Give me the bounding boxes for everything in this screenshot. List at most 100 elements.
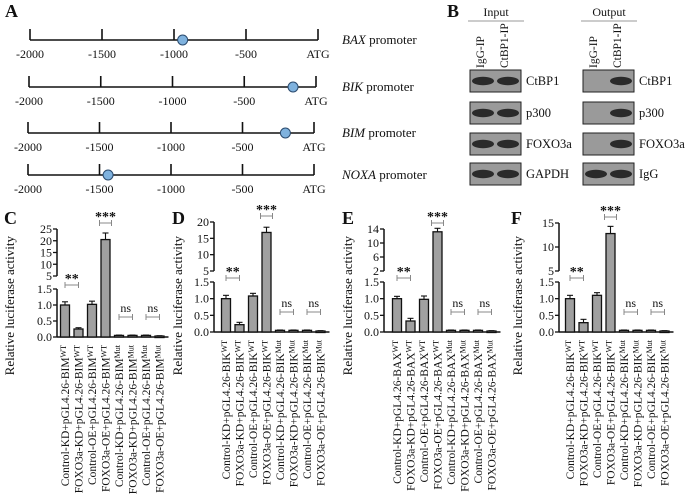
bar: [247, 295, 259, 333]
binding-site-icon: [287, 81, 299, 93]
significance-label: **: [570, 265, 584, 280]
bar: [59, 304, 71, 338]
x-tick-label: Control-OE+pGL4.26-BIMMut: [140, 344, 153, 486]
blot-row-label: FOXO3a: [526, 137, 572, 151]
x-tick-label: FOXO3a-OE+pGL4.26-BIKMut: [315, 339, 328, 486]
y-axis-label: Relative luciferase activity: [2, 236, 17, 376]
significance-label: **: [397, 265, 411, 280]
bar: [127, 334, 138, 338]
y-tick-label: 5: [46, 269, 52, 283]
tick-label: -2000: [14, 140, 42, 154]
tick-label: -1500: [86, 140, 114, 154]
output-label: Output: [592, 5, 626, 19]
protein-band: [472, 169, 494, 179]
x-tick-label: Control-OE+pGL4.26-BIKWT: [591, 340, 604, 478]
input-label: Input: [483, 5, 509, 19]
bar: [486, 330, 497, 334]
x-tick-label: Control-KD+pGL4.26-BIKWT: [564, 340, 577, 479]
y-tick-label: 1.0: [37, 298, 52, 312]
lane-label: IgG-IP: [588, 36, 600, 68]
y-tick-label: 1.5: [37, 282, 52, 296]
panel-letter-c: C: [4, 208, 17, 228]
y-tick-label: 0.0: [194, 325, 209, 339]
significance-label: ***: [95, 210, 116, 225]
tick-label: ATG: [306, 47, 330, 61]
promoter-maps: -2000 -1500 -1000 -500 ATG BAX promoter -2000 -…: [14, 29, 428, 196]
promoter-label: NOXA promoter: [341, 167, 428, 182]
significance-label: ***: [427, 210, 448, 225]
tick-label: -1000: [159, 94, 187, 108]
bar: [288, 329, 299, 333]
protein-band: [497, 169, 519, 179]
y-tick-label: 0.5: [539, 308, 554, 322]
x-tick-label: FOXO3a-OE+pGL4.26-BIMMut: [154, 344, 167, 493]
x-tick-label: FOXO3a-OE+pGL4.26-BAXWT: [432, 340, 445, 490]
blot-strip: [582, 132, 635, 156]
x-tick-label: FOXO3a-OE+pGL4.26-BIMWT: [100, 345, 113, 492]
x-tick-label: Control-OE+pGL4.26-BIKWT: [247, 340, 260, 478]
significance-label: ***: [256, 203, 277, 218]
y-tick-label: 20: [197, 215, 209, 229]
protein-band: [610, 76, 632, 86]
significance-label: **: [65, 272, 79, 287]
x-tick-label: Control-KD+pGL4.26-BIKMut: [274, 339, 287, 480]
bar: [432, 231, 443, 333]
blot-row-label: CtBP1: [526, 74, 559, 88]
blot-row-label: FOXO3a: [639, 137, 685, 151]
x-tick-label: Control-OE+pGL4.26-BAXWT: [418, 340, 431, 483]
y-tick-label: 15: [542, 216, 554, 230]
promoter-label: BIM promoter: [342, 125, 417, 140]
blot-strip: [582, 101, 635, 125]
blot-row-label: p300: [526, 106, 551, 120]
x-tick-label: FOXO3a-KD+pGL4.26-BAXWT: [405, 340, 418, 491]
chart-panel-d: 0.0 0.5 1.0 1.55 10 15 20 Relative luciferase a…: [170, 203, 330, 487]
bar: [234, 324, 245, 333]
promoter-label: BIK promoter: [342, 79, 415, 94]
y-tick-label: 20: [40, 234, 52, 248]
x-tick-label: FOXO3a-KD+pGL4.26-BIKMut: [288, 339, 301, 487]
tick-label: ATG: [304, 94, 328, 108]
y-axis-label: Relative luciferase activity: [510, 236, 525, 376]
bar: [220, 298, 232, 333]
bar: [315, 330, 326, 334]
protein-band: [610, 169, 632, 179]
x-tick-label: FOXO3a-KD+pGL4.26-BIKWT: [234, 340, 247, 486]
blot-row-label: p300: [639, 106, 664, 120]
blot-strip: [469, 69, 522, 93]
x-tick-label: FOXO3a-OE+pGL4.26-BIKWT: [605, 340, 618, 485]
x-tick-label: Control-KD+pGL4.26-BIKMut: [618, 339, 631, 480]
significance-label: ***: [600, 204, 621, 219]
significance-label: ns: [147, 301, 158, 315]
y-tick-label: 15: [40, 246, 52, 260]
protein-band: [497, 139, 519, 149]
tick-label: -1500: [88, 47, 116, 61]
x-tick-label: Control-OE+pGL4.26-BIMWT: [86, 345, 99, 485]
tick-label: -2000: [14, 182, 42, 196]
x-tick-label: FOXO3a-KD+pGL4.26-BIKWT: [578, 340, 591, 486]
promoter-label: BAX promoter: [342, 32, 417, 47]
panel-letter-f: F: [511, 208, 522, 228]
x-tick-label: Control-KD+pGL4.26-BAXWT: [391, 340, 404, 484]
bar: [445, 329, 457, 333]
bar: [140, 334, 152, 338]
tick-label: -2000: [16, 47, 44, 61]
significance-label: ns: [479, 296, 490, 310]
blot-strip: [582, 162, 635, 186]
bar: [472, 329, 484, 333]
y-tick-label: 1.0: [194, 292, 209, 306]
bar: [564, 298, 576, 333]
protein-band: [585, 169, 607, 179]
tick-label: -1000: [157, 182, 185, 196]
bar: [100, 238, 111, 338]
tick-label: -1500: [86, 182, 114, 196]
y-tick-label: 1.5: [539, 275, 554, 289]
tick-label: -1000: [157, 140, 185, 154]
tick-label: -1000: [160, 47, 188, 61]
x-tick-label: Control-KD+pGL4.26-BIMMut: [113, 344, 126, 487]
tick-label: -500: [232, 140, 254, 154]
x-tick-label: Control-KD+pGL4.26-BIMWT: [59, 345, 72, 486]
y-tick-label: 5: [548, 264, 554, 278]
blot-strip: [469, 162, 522, 186]
